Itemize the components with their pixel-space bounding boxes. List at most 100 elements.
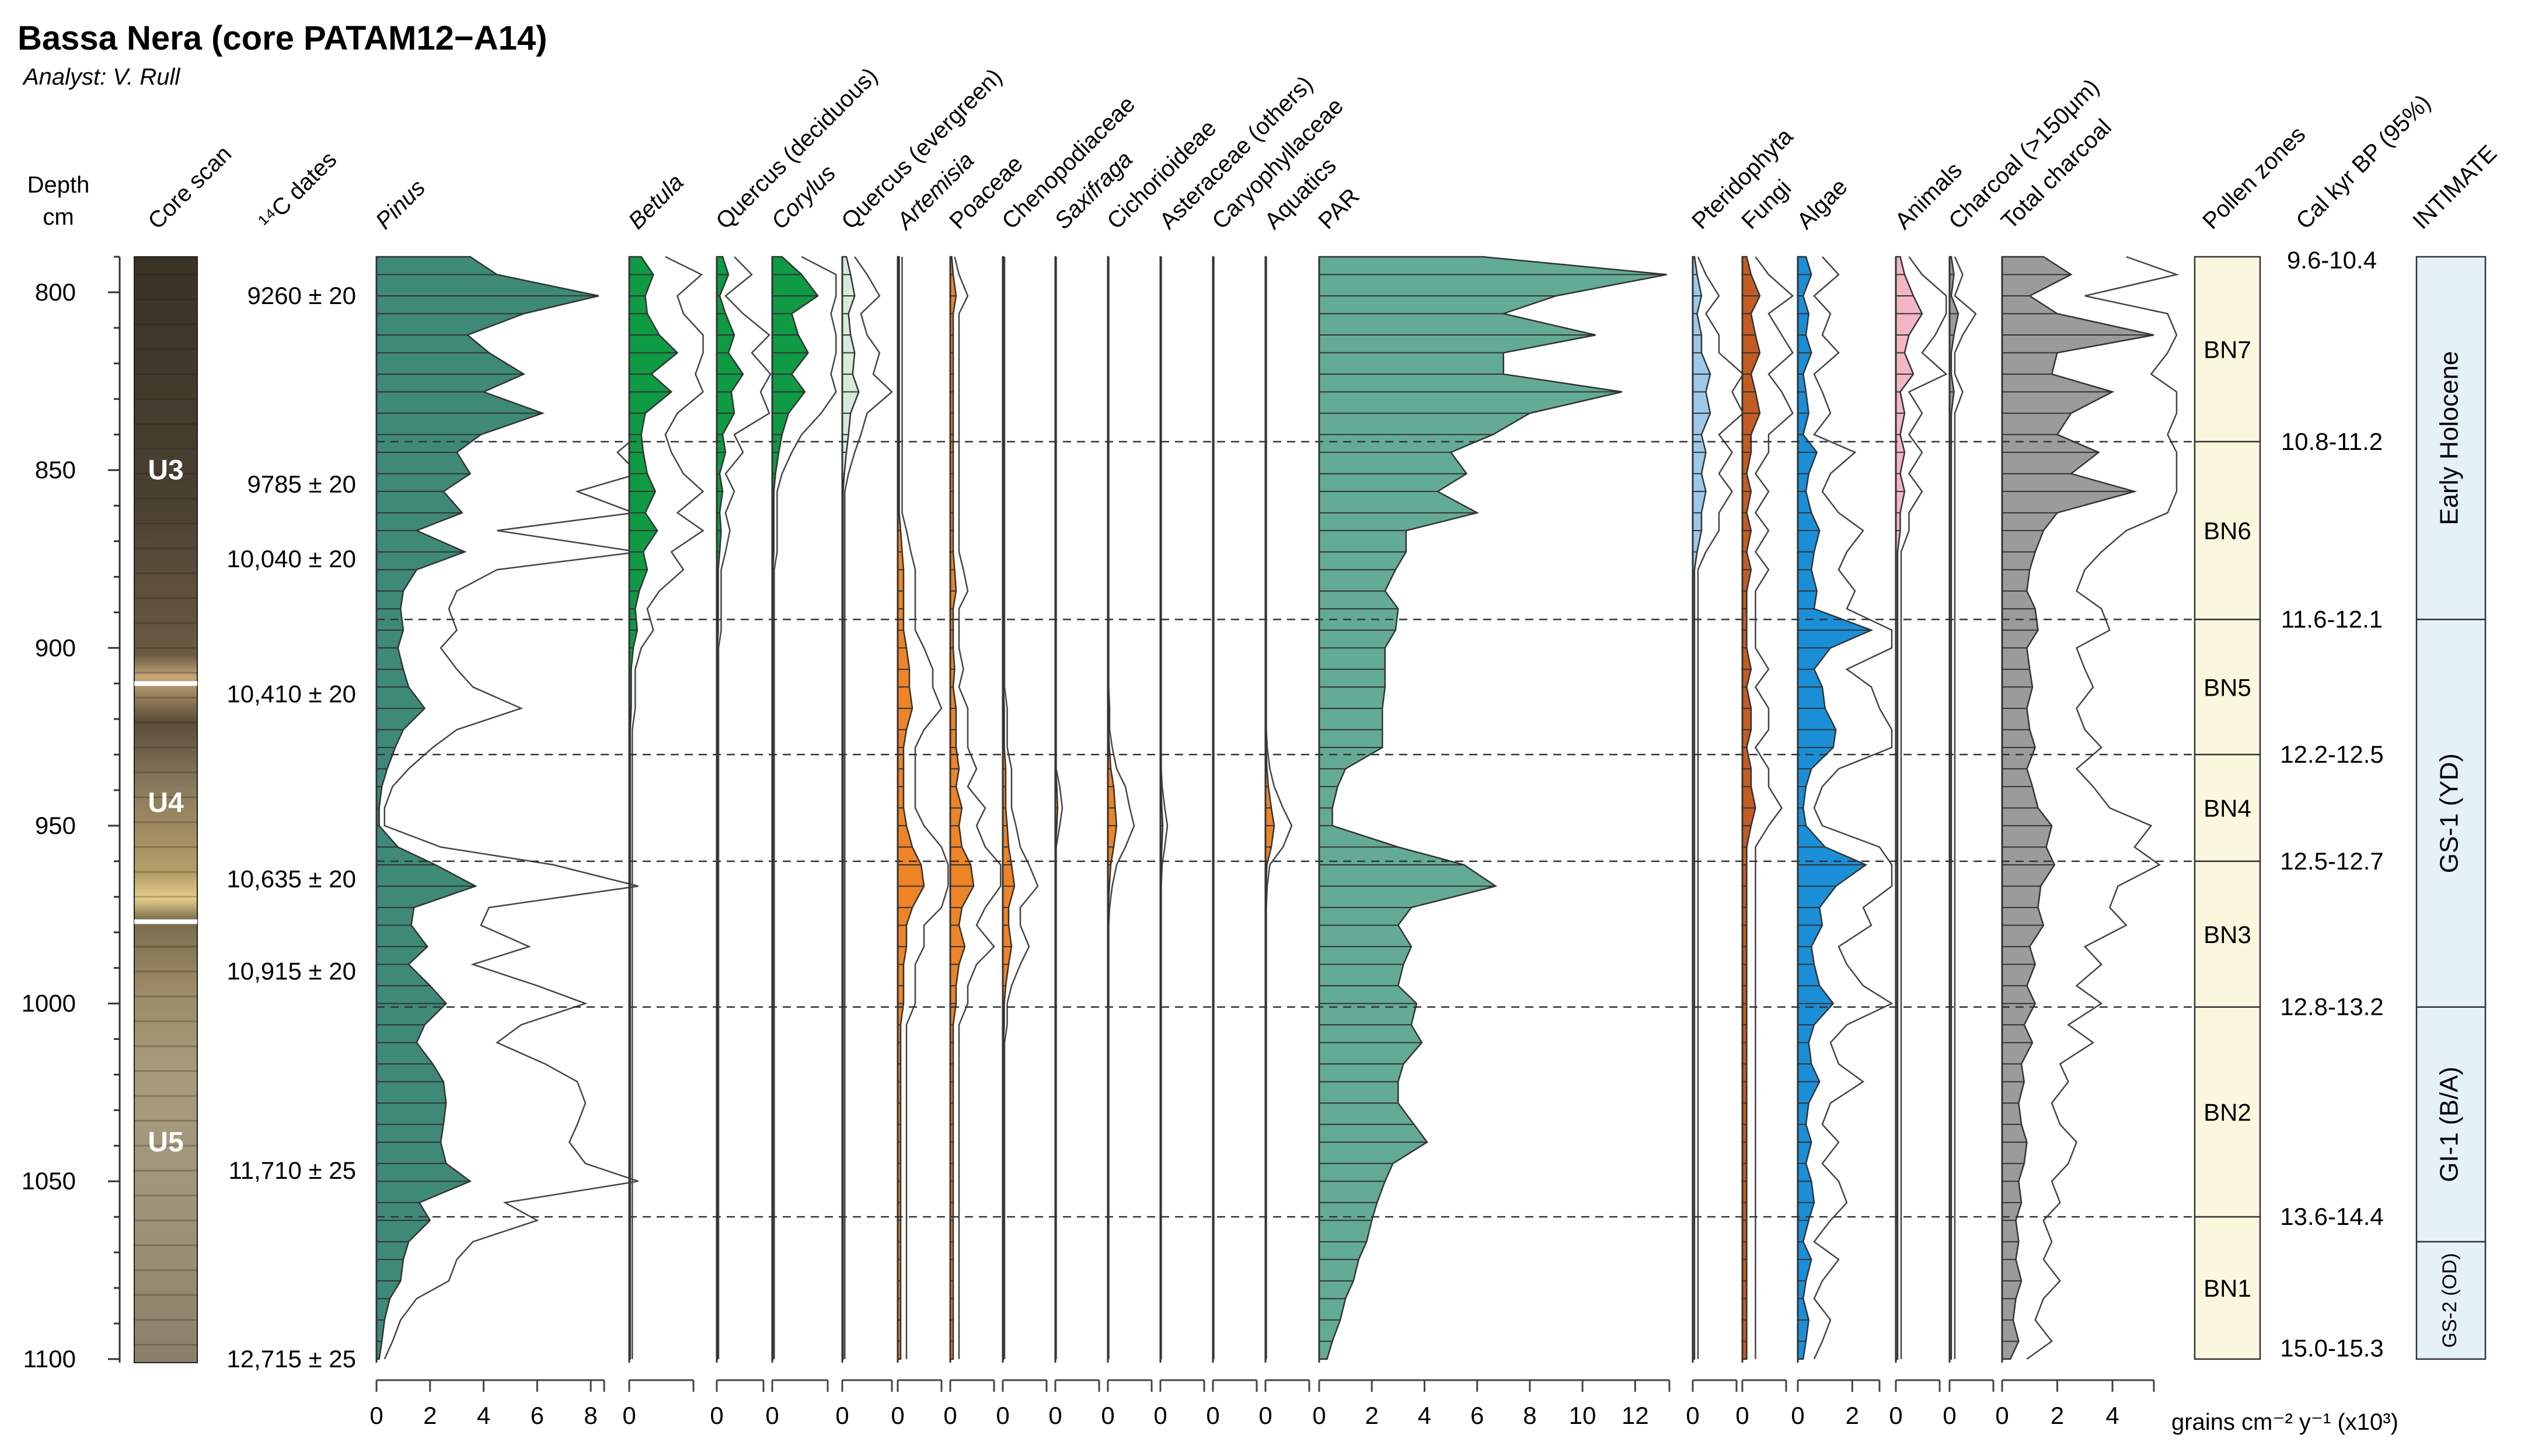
exaggeration-curve — [1814, 257, 1892, 1359]
x-tick-label: 0 — [710, 1402, 723, 1429]
taxon-panel: 0Saxifraga — [1048, 146, 1138, 1429]
abundance-area — [376, 257, 599, 1359]
depth-tick-label: 1050 — [22, 1167, 76, 1195]
pollen-zone-label: BN4 — [2203, 794, 2251, 822]
panel-x-axis: 0 — [1206, 1380, 1257, 1429]
abundance-area — [1319, 257, 1667, 1359]
intimate-period-label: GI-1 (B/A) — [2435, 1067, 2464, 1182]
core-unit-label: U3 — [148, 455, 183, 486]
core-unit-label: U5 — [148, 1127, 183, 1158]
panel-x-axis: 0 2 4 — [1995, 1380, 2154, 1429]
x-tick-label: 0 — [1735, 1402, 1749, 1429]
taxon-panel: 0 2 4 6 8Pinus — [369, 174, 638, 1429]
abundance-area — [717, 257, 743, 1359]
pollen-zone-label: BN7 — [2203, 336, 2251, 363]
x-tick-label: 0 — [1889, 1402, 1902, 1429]
x-tick-label: 2 — [423, 1402, 437, 1429]
cal-age-label: 12.8-13.2 — [2280, 993, 2383, 1021]
x-tick-label: 2 — [1365, 1402, 1379, 1429]
x-tick-label: 0 — [1153, 1402, 1167, 1429]
x-tick-label: 0 — [765, 1402, 779, 1429]
panel-x-axis: 0 — [622, 1380, 693, 1429]
cal-age-label: 10.8-11.2 — [2281, 428, 2383, 455]
panel-x-axis: 0 — [1889, 1380, 1940, 1429]
depth-label-line1: Depth — [27, 172, 90, 198]
pollen-zone-label: BN5 — [2203, 673, 2251, 701]
panel-x-axis: 0 — [765, 1380, 828, 1429]
exaggeration-curve — [1955, 257, 1976, 1359]
panel-x-axis: 0 — [835, 1380, 892, 1429]
pollen-zone-label: BN1 — [2203, 1275, 2251, 1302]
panel-x-axis: 0 — [1101, 1380, 1152, 1429]
x-tick-label: 0 — [996, 1402, 1009, 1429]
exaggeration-curve — [845, 257, 892, 1359]
analyst-label: Analyst: V. Rull — [22, 64, 180, 90]
c14-date-label: 10,635 ± 20 — [226, 865, 356, 892]
c14-date-label: 12,715 ± 25 — [226, 1345, 356, 1373]
cal-age-label: 12.5-12.7 — [2280, 847, 2383, 875]
x-tick-label: 8 — [1523, 1402, 1536, 1429]
taxon-label: Betula — [623, 169, 688, 234]
depth-tick-label: 900 — [35, 634, 76, 661]
pollen-diagram: Bassa Nera (core PATAM12−A14) Analyst: V… — [0, 0, 2528, 1456]
x-tick-label: 0 — [1686, 1402, 1699, 1429]
cal-age-label: 12.2-12.5 — [2280, 741, 2383, 768]
x-tick-label: 0 — [1048, 1402, 1062, 1429]
taxon-panel: 0Corylus — [765, 160, 841, 1429]
c14-date-label: 9260 ± 20 — [247, 282, 356, 309]
x-tick-label: 6 — [1470, 1402, 1484, 1429]
c14-date-label: 10,410 ± 20 — [226, 680, 356, 707]
depth-tick-label: 1100 — [23, 1345, 76, 1373]
depth-tick-label: 850 — [35, 456, 76, 484]
x-tick-label: 4 — [477, 1402, 490, 1429]
panel-x-axis: 0 — [710, 1380, 763, 1429]
x-tick-label: 12 — [1622, 1402, 1649, 1429]
depth-label-line2: cm — [43, 204, 74, 230]
x-tick-label: 0 — [891, 1402, 904, 1429]
depth-tick-label: 950 — [35, 812, 76, 839]
abundance-area — [1950, 257, 1958, 1359]
x-tick-label: 2 — [2051, 1402, 2064, 1429]
panel-x-axis: 0 — [943, 1380, 994, 1429]
x-tick-label: 0 — [1206, 1402, 1219, 1429]
abundance-area — [772, 257, 818, 1359]
x-tick-label: 0 — [1943, 1402, 1956, 1429]
x-tick-label: 0 — [1791, 1402, 1804, 1429]
abundance-area — [1896, 257, 1922, 1359]
panel-x-axis: 0 — [1258, 1380, 1309, 1429]
x-tick-label: 0 — [369, 1402, 383, 1429]
taxon-panel: 0Quercus (deciduous) — [710, 63, 883, 1429]
taxon-panel: 0 Betula — [622, 169, 703, 1429]
panel-x-axis: 0 — [996, 1380, 1047, 1429]
chart-title: Bassa Nera (core PATAM12−A14) — [18, 19, 547, 57]
header-intimate: INTIMATE — [2408, 140, 2502, 234]
pollen-zone-label: BN2 — [2203, 1098, 2251, 1126]
x-tick-label: 4 — [2105, 1402, 2119, 1429]
exaggeration-curve — [1005, 257, 1038, 1359]
panel-x-axis: 0 — [1735, 1380, 1786, 1429]
taxon-panel: 0Quercus (evergreen) — [835, 64, 1007, 1429]
exaggeration-curve — [1901, 257, 1946, 1359]
panel-x-axis: 0 — [1048, 1380, 1099, 1429]
abundance-area — [629, 257, 678, 1359]
cal-age-label: 11.6-12.1 — [2281, 606, 2383, 633]
x-tick-label: 0 — [835, 1402, 849, 1429]
x-tick-label: 0 — [622, 1402, 636, 1429]
cal-age-label: 15.0-15.3 — [2280, 1335, 2383, 1362]
exaggeration-curve — [902, 257, 949, 1359]
c14-date-label: 9785 ± 20 — [247, 470, 356, 498]
x-tick-label: 0 — [1101, 1402, 1114, 1429]
taxon-label: Algae — [1792, 174, 1852, 234]
intimate-period-label: Early Holocene — [2435, 351, 2464, 525]
depth-tick-label: 1000 — [22, 990, 76, 1017]
x-tick-label: 4 — [1418, 1402, 1431, 1429]
core-unit-label: U4 — [148, 787, 184, 818]
pollen-zone-label: BN6 — [2203, 517, 2251, 544]
taxon-panel: 0 2Algae — [1791, 174, 1892, 1429]
depth-tick-label: 800 — [35, 278, 76, 306]
taxon-label: Pinus — [371, 174, 430, 234]
